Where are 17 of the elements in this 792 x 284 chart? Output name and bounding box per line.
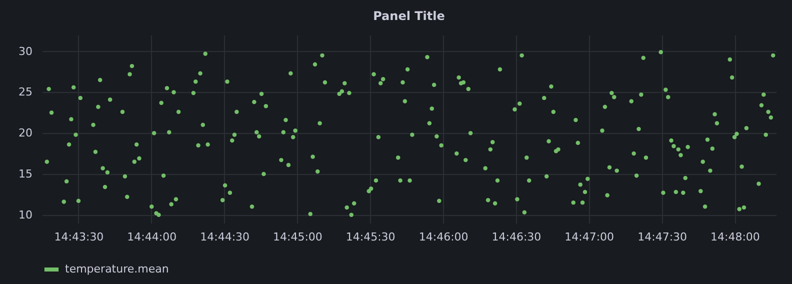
- legend-label: temperature.mean: [65, 262, 169, 276]
- y-tick-label: 30: [18, 44, 32, 58]
- x-tick-label: 14:46:00: [418, 230, 468, 244]
- x-tick-label: 14:44:00: [127, 230, 177, 244]
- x-tick-label: 14:43:30: [54, 230, 104, 244]
- x-tick-label: 14:45:00: [273, 230, 322, 244]
- chart-title: Panel Title: [373, 9, 445, 23]
- x-tick-label: 14:47:30: [638, 230, 688, 244]
- x-tick-label: 14:45:30: [346, 230, 396, 244]
- x-tick-label: 14:48:00: [710, 230, 760, 244]
- y-tick-label: 10: [18, 208, 32, 222]
- y-tick-label: 25: [18, 86, 32, 99]
- y-tick-label: 20: [18, 126, 32, 140]
- x-tick-label: 14:47:00: [564, 230, 614, 244]
- x-tick-label: 14:44:30: [200, 230, 250, 244]
- x-tick-label: 14:46:30: [492, 230, 542, 244]
- y-tick-label: 15: [18, 167, 32, 180]
